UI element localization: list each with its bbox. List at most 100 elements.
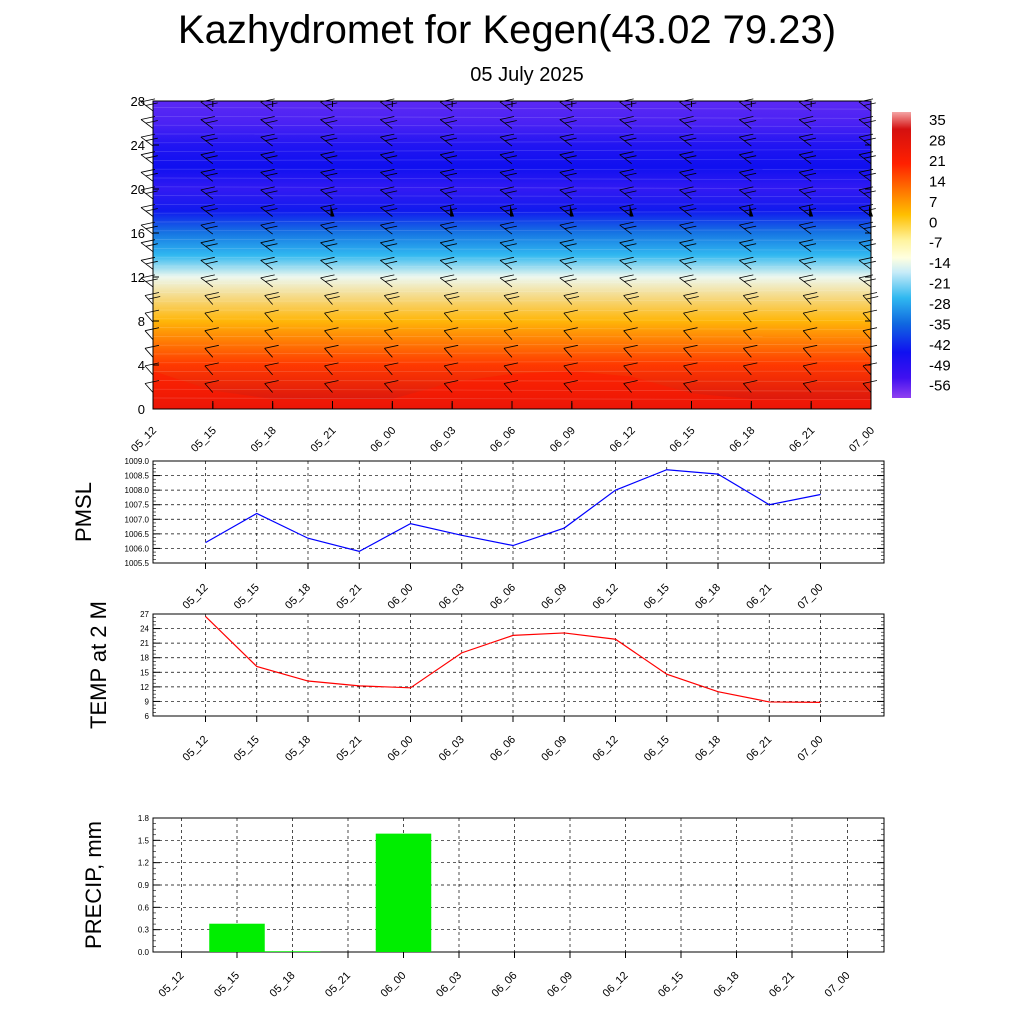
wind-barb xyxy=(743,295,752,305)
wind-barb-feather xyxy=(863,278,876,282)
wind-barb xyxy=(320,189,333,200)
wind-barb-feather xyxy=(444,362,459,367)
wind-barb-feather xyxy=(564,137,577,142)
wind-barb-feather xyxy=(624,172,637,177)
wind-barb-feather xyxy=(265,278,278,282)
wind-barb-feather xyxy=(744,278,757,282)
wind-barb-feather xyxy=(265,243,278,247)
contour-line xyxy=(152,336,872,338)
y-tick-label: 12 xyxy=(131,270,145,285)
wind-barb-feather xyxy=(803,380,818,384)
wind-barb-feather xyxy=(385,260,398,265)
wind-barb-feather xyxy=(559,221,574,226)
wind-barb xyxy=(559,119,573,129)
wind-barb xyxy=(858,119,872,129)
wind-barb xyxy=(798,119,812,129)
wind-barb xyxy=(140,154,154,165)
wind-barb xyxy=(439,136,453,147)
wind-barb-feather xyxy=(863,155,876,159)
wind-barb-feather xyxy=(260,221,275,226)
wind-barb-feather xyxy=(145,102,158,106)
wind-barb xyxy=(144,348,154,358)
x-tick-label: 06_12 xyxy=(601,970,631,1000)
contour-line xyxy=(152,124,872,127)
wind-barb-feather xyxy=(684,120,697,124)
x-tick-label: 05_15 xyxy=(212,970,242,1000)
wind-barb-feather xyxy=(624,243,637,247)
wind-barb-feather xyxy=(205,225,218,230)
wind-barb xyxy=(140,171,154,182)
contour-line xyxy=(152,351,872,355)
surface-warm-area xyxy=(153,371,871,409)
wind-barb-feather xyxy=(504,137,517,142)
wind-barb xyxy=(144,383,154,393)
wind-barb xyxy=(200,171,214,182)
wind-barb-feather xyxy=(320,274,335,279)
wind-barb-feather xyxy=(862,292,878,296)
precip-bar xyxy=(264,951,321,952)
x-tick-label: 07_00 xyxy=(796,582,826,612)
wind-barb xyxy=(619,171,632,182)
wind-barb-feather xyxy=(260,186,275,191)
x-tick-label: 06_18 xyxy=(693,734,723,764)
wind-barb-feather xyxy=(265,172,278,177)
contour-line xyxy=(152,370,872,372)
wind-barb-feather xyxy=(863,120,876,124)
y-tick-label: 1.5 xyxy=(138,836,150,845)
wind-barb xyxy=(798,136,812,147)
x-tick-label: 06_09 xyxy=(539,734,569,764)
wind-barb-feather xyxy=(744,260,757,265)
wind-barb-feather xyxy=(743,309,758,314)
wind-barb xyxy=(802,383,812,393)
wind-barb-feather xyxy=(684,190,697,194)
wind-barb-feather xyxy=(679,116,694,120)
wind-barb xyxy=(264,312,273,323)
wind-barb-feather xyxy=(679,274,694,279)
wind-barb xyxy=(683,365,692,376)
contour-line xyxy=(152,140,872,144)
wind-barb xyxy=(858,242,872,253)
contour-line xyxy=(152,318,872,322)
wind-barb-feather xyxy=(624,225,637,230)
wind-barb-feather xyxy=(559,186,574,191)
wind-barb xyxy=(862,365,872,376)
wind-barb-feather xyxy=(679,256,694,261)
x-tick-label: 07_00 xyxy=(823,970,853,1000)
y-tick-label: 1008.5 xyxy=(125,472,150,481)
wind-barb xyxy=(144,365,154,376)
wind-barb-feather xyxy=(746,296,759,300)
wind-barb xyxy=(802,312,812,323)
x-tick-label: 06_12 xyxy=(608,425,638,455)
wind-barb xyxy=(559,154,573,165)
wind-barb xyxy=(739,119,752,129)
wind-barb-feather xyxy=(205,190,218,194)
wind-barb-feather xyxy=(679,168,694,173)
wind-barb-feather xyxy=(743,362,758,367)
wind-barb-feather xyxy=(265,137,278,142)
y-tick-label: 24 xyxy=(131,138,145,153)
wind-barb xyxy=(739,259,752,270)
wind-barb xyxy=(802,295,812,305)
wind-barb-feather xyxy=(204,327,219,332)
panel-frame xyxy=(152,613,885,717)
wind-barb-feather xyxy=(563,309,578,314)
wind-barb xyxy=(140,242,154,253)
wind-barb xyxy=(443,348,453,358)
wind-barb-feather xyxy=(204,344,219,349)
wind-barb xyxy=(623,383,632,393)
wind-barb-feather xyxy=(205,260,218,265)
wind-barb xyxy=(858,259,872,270)
wind-barb-feather xyxy=(264,380,279,384)
wind-barb-feather xyxy=(679,151,694,156)
wind-barb-feather xyxy=(684,155,697,159)
wind-barb-feather xyxy=(385,208,398,212)
wind-barb-feather xyxy=(264,344,279,349)
contour-line xyxy=(152,149,872,152)
wind-barb-feather xyxy=(799,133,814,138)
wind-barb-feather xyxy=(803,309,818,314)
x-tick-label: 06_00 xyxy=(368,425,398,455)
wind-barb xyxy=(380,136,393,147)
wind-barb-feather xyxy=(324,309,339,314)
wind-barb-feather xyxy=(320,186,335,191)
wind-barb-feather xyxy=(320,151,335,156)
